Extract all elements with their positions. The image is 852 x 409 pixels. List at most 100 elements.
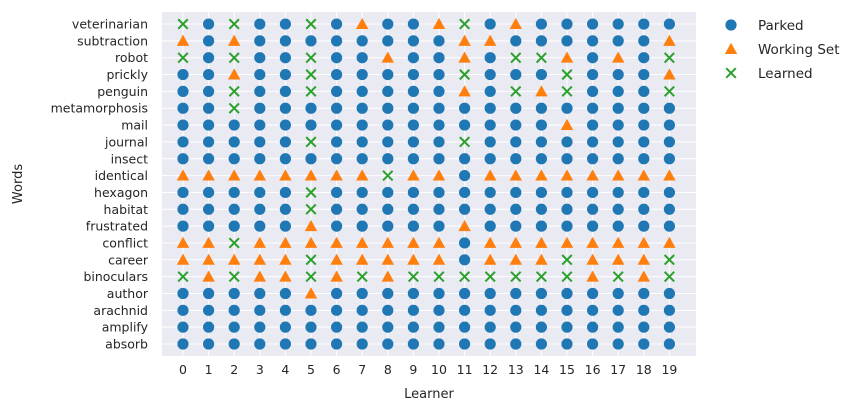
y-tick-label: identical — [95, 168, 148, 183]
point-parked — [663, 153, 676, 165]
point-parked — [484, 85, 496, 97]
point-working-set — [253, 169, 266, 181]
point-parked — [331, 220, 343, 232]
point-working-set — [509, 17, 522, 29]
point-parked — [459, 186, 471, 199]
point-parked — [331, 287, 343, 300]
legend-item-parked: Parked — [725, 18, 804, 34]
point-parked — [510, 68, 522, 81]
legend-marker — [725, 67, 737, 79]
point-parked — [510, 287, 522, 300]
point-parked — [203, 287, 215, 300]
point-working-set — [637, 253, 650, 265]
point-parked — [254, 287, 266, 300]
point-parked — [612, 220, 624, 232]
point-parked — [407, 186, 419, 199]
point-parked — [459, 287, 471, 300]
point-parked — [279, 68, 291, 81]
point-parked — [638, 52, 650, 64]
point-parked — [510, 119, 522, 131]
point-parked — [177, 68, 189, 81]
point-learned — [535, 271, 547, 283]
point-parked — [203, 68, 215, 81]
point-parked — [484, 304, 496, 316]
point-parked — [587, 220, 599, 232]
point-parked — [279, 18, 291, 30]
point-parked — [177, 119, 189, 131]
point-parked — [587, 321, 599, 333]
point-parked — [254, 35, 266, 47]
point-working-set — [560, 51, 574, 63]
point-parked — [433, 35, 445, 47]
y-tick-label: conflict — [102, 235, 148, 250]
point-parked — [177, 220, 189, 232]
legend-marker — [724, 42, 738, 54]
point-working-set — [663, 68, 676, 80]
point-working-set — [560, 118, 574, 131]
point-parked — [382, 186, 394, 199]
point-parked — [203, 186, 215, 199]
point-parked — [638, 35, 650, 47]
point-parked — [433, 85, 445, 97]
point-parked — [254, 52, 266, 64]
point-parked — [561, 186, 573, 199]
point-parked — [459, 304, 471, 316]
point-parked — [228, 338, 240, 350]
point-working-set — [407, 253, 420, 265]
point-parked — [663, 203, 676, 215]
point-working-set — [381, 253, 394, 265]
point-parked — [587, 186, 599, 199]
point-parked — [510, 102, 522, 114]
x-tick-label: 1 — [205, 362, 213, 377]
point-learned — [305, 69, 317, 81]
point-working-set — [356, 236, 369, 248]
point-working-set — [509, 169, 522, 181]
point-parked — [279, 153, 291, 165]
point-parked — [638, 68, 650, 81]
point-parked — [433, 186, 445, 199]
point-working-set — [586, 270, 599, 282]
point-parked — [203, 18, 215, 30]
point-parked — [484, 338, 496, 350]
point-parked — [228, 287, 240, 300]
point-parked — [561, 321, 573, 333]
point-parked — [331, 102, 343, 114]
point-parked — [254, 68, 266, 81]
x-tick-label: 19 — [661, 362, 677, 377]
point-parked — [433, 153, 445, 165]
point-parked — [279, 119, 291, 131]
point-learned — [305, 136, 317, 148]
y-tick-label: metamorphosis — [51, 101, 148, 116]
x-tick-label: 6 — [333, 362, 341, 377]
point-parked — [561, 304, 573, 316]
point-parked — [305, 153, 317, 165]
legend-label: Working Set — [758, 42, 840, 58]
point-learned — [663, 254, 675, 266]
x-tick-label: 13 — [508, 362, 524, 377]
point-parked — [407, 287, 419, 300]
point-parked — [331, 119, 343, 131]
x-tick-label: 2 — [230, 362, 238, 377]
point-learned — [459, 18, 471, 30]
point-parked — [484, 186, 496, 199]
point-parked — [612, 153, 624, 165]
point-parked — [356, 304, 368, 316]
point-working-set — [535, 169, 548, 181]
legend-label: Parked — [758, 18, 804, 34]
point-parked — [382, 153, 394, 165]
x-tick-label: 8 — [384, 362, 392, 377]
point-learned — [305, 85, 317, 97]
point-parked — [254, 119, 266, 131]
point-parked — [459, 321, 471, 333]
point-working-set — [176, 169, 190, 181]
point-parked — [561, 102, 573, 114]
point-parked — [433, 338, 445, 350]
point-parked — [484, 203, 496, 215]
point-working-set — [663, 236, 676, 248]
point-parked — [612, 68, 624, 81]
point-working-set — [560, 236, 574, 248]
point-parked — [382, 338, 394, 350]
x-tick-label: 18 — [636, 362, 652, 377]
y-tick-label: arachnid — [93, 303, 148, 318]
point-parked — [228, 203, 240, 215]
